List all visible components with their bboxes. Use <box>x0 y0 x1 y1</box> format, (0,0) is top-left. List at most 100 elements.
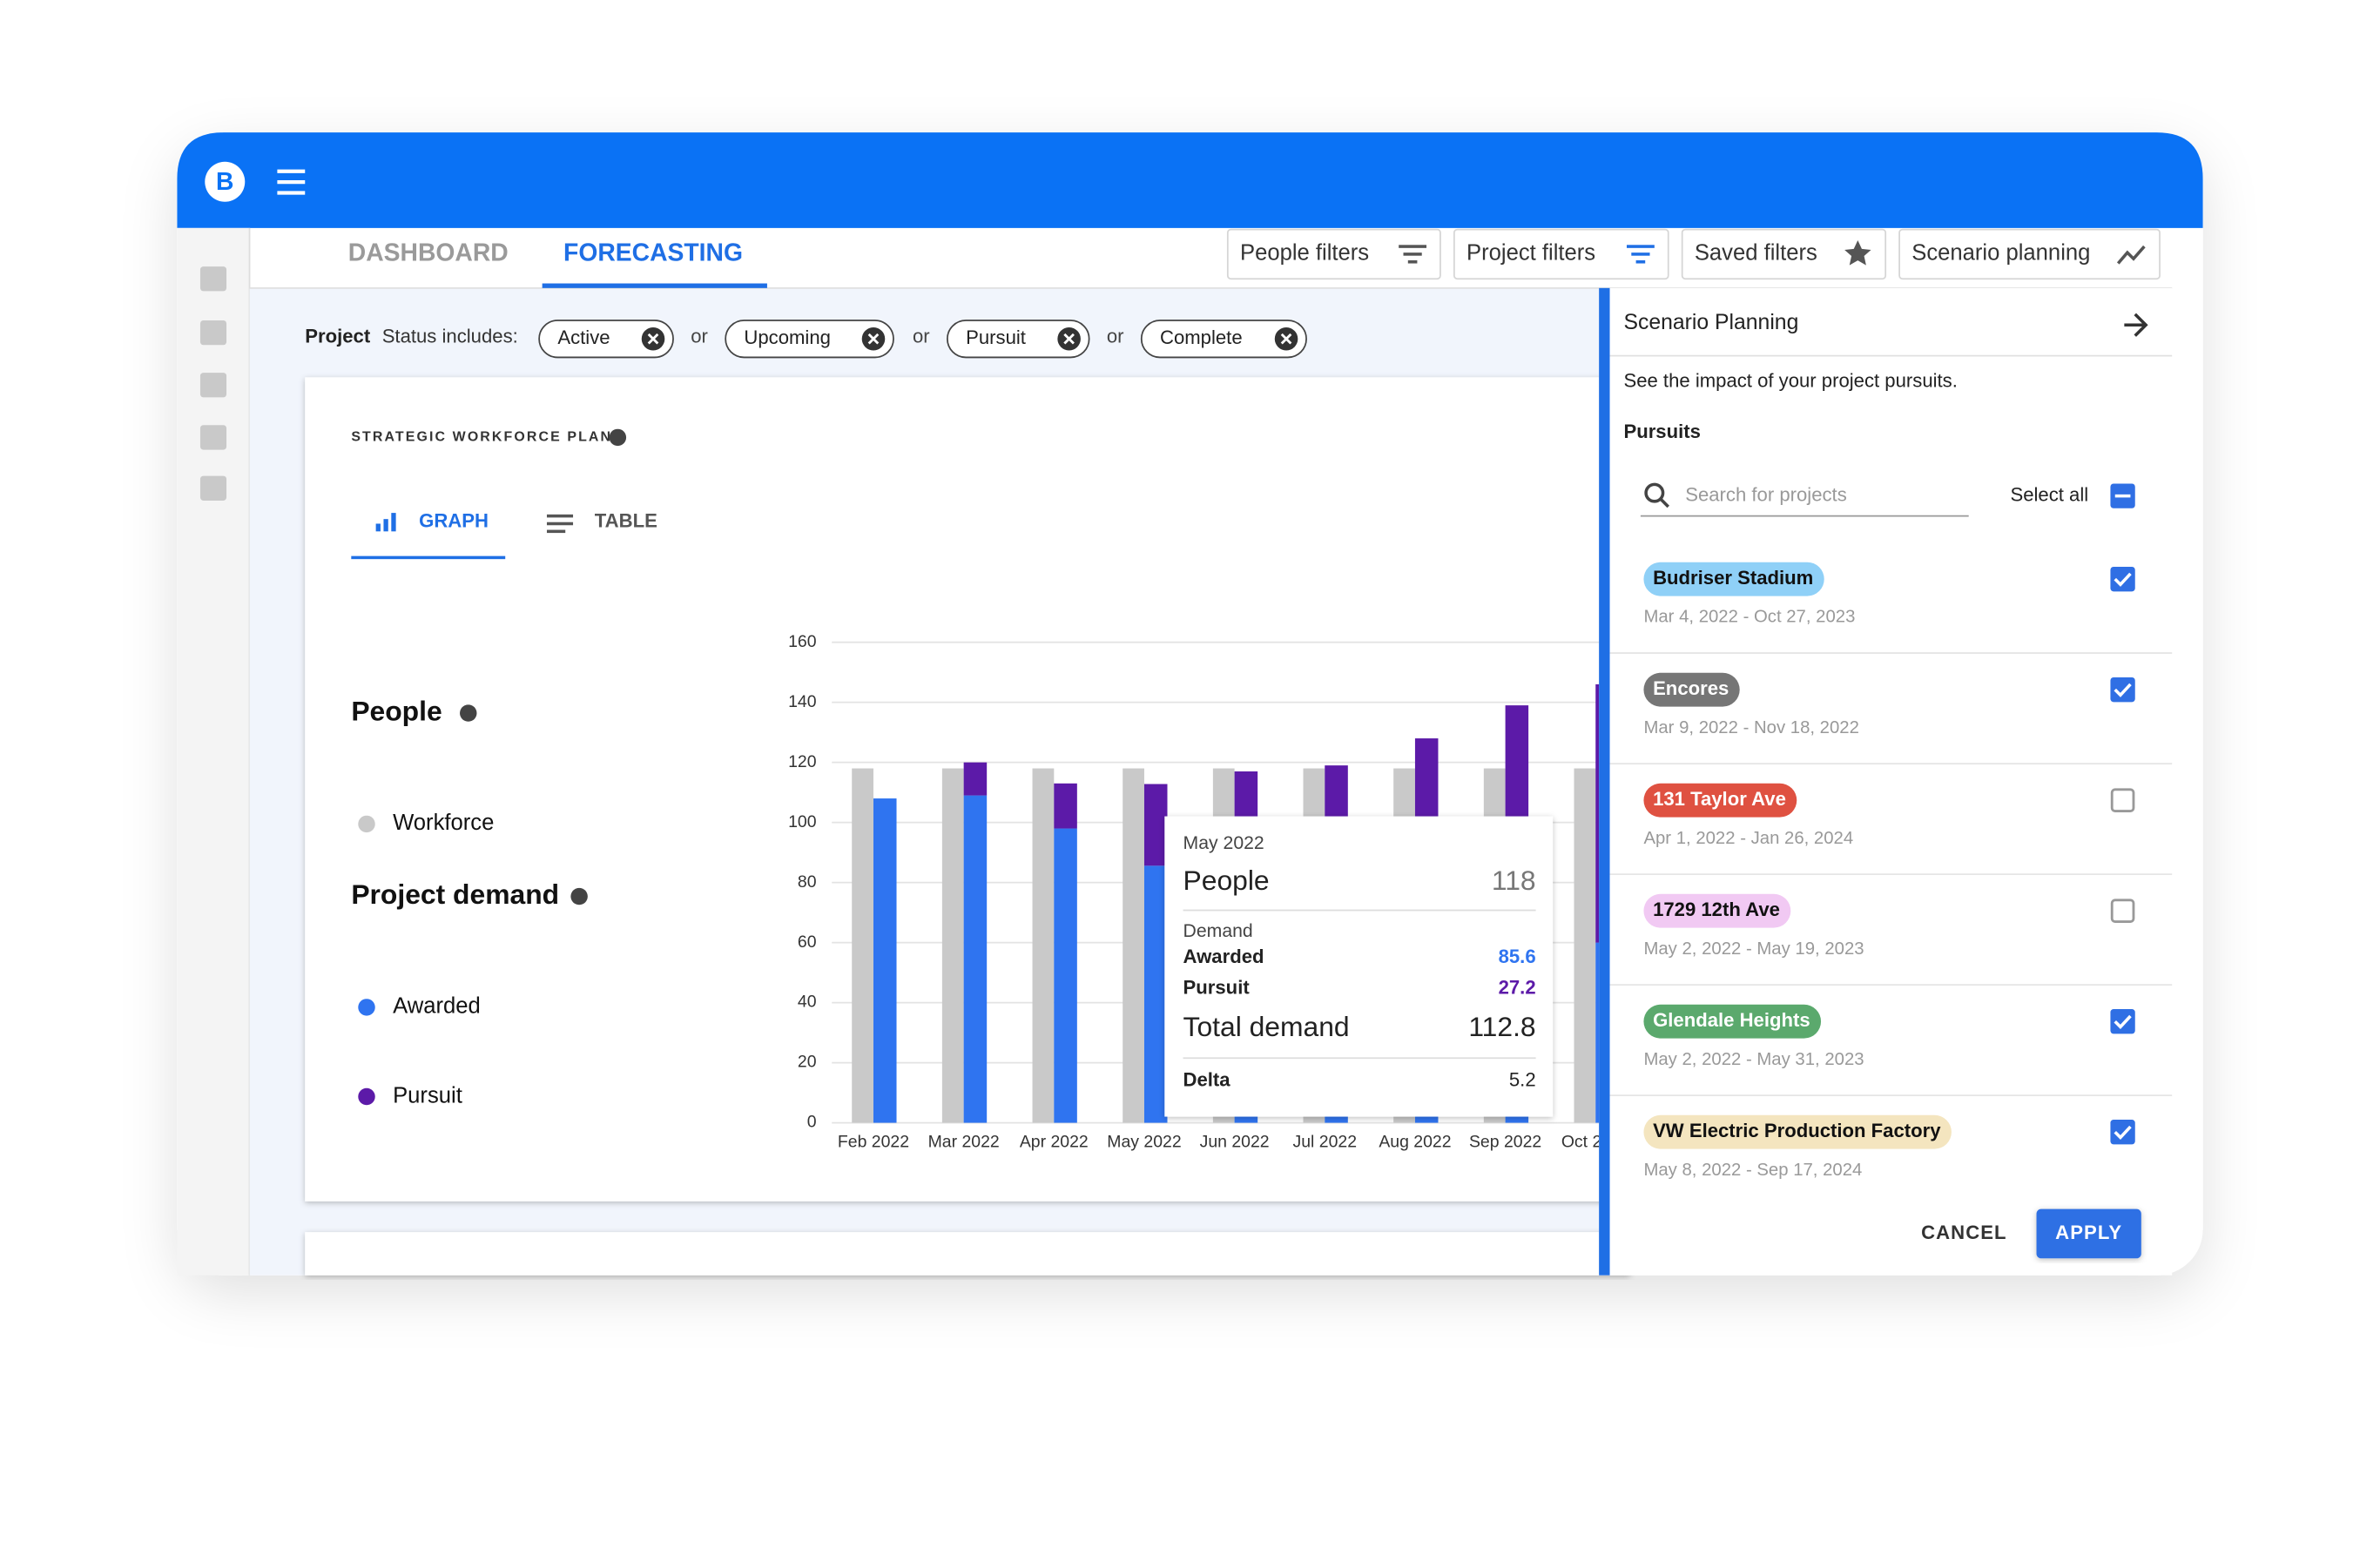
project-dates: Apr 1, 2022 - Jan 26, 2024 <box>1643 829 1853 848</box>
info-icon <box>609 428 627 447</box>
toolbar-button[interactable] <box>1226 228 1441 280</box>
joiner: or <box>691 325 708 347</box>
sidebar-icon[interactable] <box>199 320 227 346</box>
legend-dot <box>358 815 375 833</box>
nav-tab[interactable]: FORECASTING <box>563 238 743 266</box>
graph-icon <box>391 513 396 532</box>
y-tick-label: 80 <box>798 872 817 892</box>
view-tab[interactable]: TABLE <box>595 510 657 532</box>
nav-tab[interactable]: DASHBOARD <box>348 238 509 266</box>
status-chip[interactable] <box>725 320 894 359</box>
sidebar-icon[interactable] <box>199 373 227 398</box>
project-name: 131 Taylor Ave <box>1653 788 1786 810</box>
checkbox[interactable] <box>2110 567 2135 592</box>
filter-label: Project <box>305 325 371 347</box>
project-name: Budriser Stadium <box>1653 567 1813 589</box>
graph-icon <box>375 523 381 532</box>
apply-button[interactable] <box>2036 1208 2141 1259</box>
project-chip <box>1643 1114 1952 1149</box>
logo <box>205 161 246 202</box>
project-dates: Mar 9, 2022 - Nov 18, 2022 <box>1643 718 1858 737</box>
tooltip-total: 112.8 <box>1468 1011 1535 1042</box>
bar <box>1123 768 1144 1123</box>
legend-dot <box>358 1087 375 1106</box>
check <box>2114 572 2132 587</box>
cancel-button[interactable]: CANCEL <box>1921 1222 2007 1243</box>
search-input[interactable]: Search for projects <box>1685 483 1847 505</box>
legend-dot <box>358 999 375 1016</box>
panel-description: See the impact of your project pursuits. <box>1623 370 1957 392</box>
tooltip-value: 27.2 <box>1499 977 1536 999</box>
x-tick-label: Mar 2022 <box>928 1133 1000 1152</box>
tooltip-label: Demand <box>1183 921 1253 941</box>
checkbox[interactable] <box>2110 788 2135 812</box>
x-tick-label: Sep 2022 <box>1469 1133 1541 1152</box>
x-tick-label: May 2022 <box>1107 1133 1181 1152</box>
view-tab-indicator <box>351 555 506 560</box>
project-dates: May 8, 2022 - Sep 17, 2024 <box>1643 1161 1862 1180</box>
legend-label: Workforce <box>393 811 494 835</box>
bar <box>1054 828 1077 1123</box>
project-name: VW Electric Production Factory <box>1653 1120 1941 1141</box>
sidebar-icon[interactable] <box>199 425 227 450</box>
tooltip-value: 85.6 <box>1499 946 1536 967</box>
tooltip-label: Awarded <box>1183 946 1264 967</box>
checkbox[interactable] <box>2110 899 2135 923</box>
checkbox[interactable] <box>2110 1120 2135 1145</box>
toolbar-button[interactable] <box>1453 228 1669 280</box>
view-tab[interactable]: GRAPH <box>419 510 489 532</box>
project-name: Glendale Heights <box>1653 1009 1810 1031</box>
checkbox[interactable] <box>2110 677 2135 703</box>
status-chip[interactable] <box>1140 320 1307 359</box>
menu-icon[interactable] <box>277 191 306 195</box>
tooltip-label: Pursuit <box>1183 977 1251 999</box>
chip-label: Complete <box>1160 326 1243 348</box>
toolbar-button[interactable] <box>1681 228 1887 280</box>
bar <box>1143 865 1168 1123</box>
close-arrow[interactable] <box>2124 313 2148 337</box>
legend-heading: People <box>351 695 442 726</box>
app-header <box>177 132 2203 228</box>
x-tick-label: Jun 2022 <box>1200 1133 1270 1152</box>
bar <box>1143 784 1168 866</box>
apply-label[interactable]: APPLY <box>2055 1222 2122 1243</box>
menu-icon[interactable] <box>277 180 306 185</box>
joiner: or <box>913 325 930 347</box>
second-card <box>305 1232 1630 1276</box>
filter-icon <box>1403 252 1422 256</box>
tooltip-total-label: Total demand <box>1183 1011 1350 1042</box>
status-chip[interactable] <box>947 320 1090 359</box>
info-icon <box>570 887 588 905</box>
project-dates: May 2, 2022 - May 19, 2023 <box>1643 939 1864 959</box>
chip-label: Upcoming <box>744 326 831 348</box>
table-icon <box>546 514 574 518</box>
legend-label: Pursuit <box>393 1083 462 1107</box>
sidebar-icon[interactable] <box>199 266 227 292</box>
y-tick-label: 0 <box>807 1113 817 1132</box>
tooltip-label: Delta <box>1183 1069 1231 1091</box>
status-chip[interactable] <box>538 320 674 359</box>
toolbar-button[interactable] <box>1898 228 2161 280</box>
toolbar-label: Project filters <box>1466 241 1595 266</box>
project-dates: Mar 4, 2022 - Oct 27, 2023 <box>1643 608 1855 627</box>
search-icon <box>1659 497 1670 508</box>
menu-icon[interactable] <box>277 169 306 173</box>
panel-title: Scenario Planning <box>1623 311 1798 334</box>
y-tick-label: 160 <box>788 632 817 651</box>
y-tick-label: 40 <box>798 993 817 1012</box>
check <box>2114 1014 2132 1029</box>
sidebar-icon[interactable] <box>199 475 227 501</box>
trend-icon <box>2116 245 2146 265</box>
toolbar-label: Saved filters <box>1695 241 1817 266</box>
search-icon <box>1644 482 1665 503</box>
bar <box>1054 783 1077 829</box>
x-tick-label: Aug 2022 <box>1379 1133 1451 1152</box>
filter-icon <box>1626 245 1655 248</box>
tooltip <box>1164 816 1554 1117</box>
section-title: Pursuits <box>1623 421 1700 442</box>
y-tick-label: 20 <box>798 1053 817 1072</box>
project-dates: May 2, 2022 - May 31, 2023 <box>1643 1050 1864 1069</box>
checkbox[interactable] <box>2110 1009 2135 1034</box>
